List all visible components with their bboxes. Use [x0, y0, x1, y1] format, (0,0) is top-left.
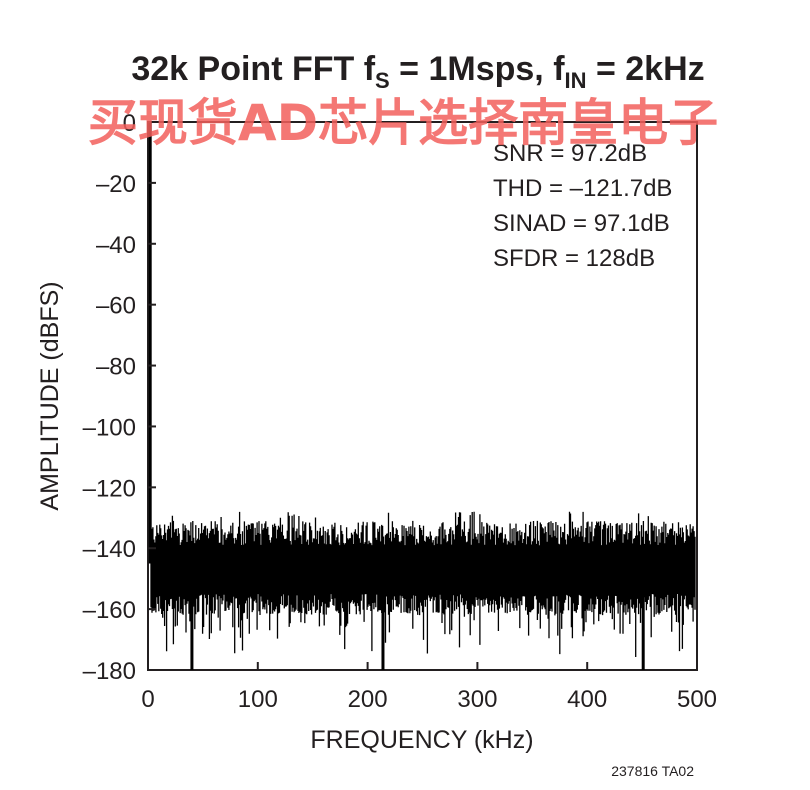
y-tick-label: –40	[96, 232, 136, 259]
y-tick-label: –140	[83, 536, 136, 563]
plot-area	[147, 121, 698, 671]
title-sub-s: S	[375, 68, 390, 93]
title-mid: = 1Msps, f	[390, 50, 565, 88]
title-sub-in: IN	[565, 68, 587, 93]
metrics-annotations: SNR = 97.2dB THD = –121.7dB SINAD = 97.1dB…	[493, 140, 672, 272]
y-tick-label: 0	[123, 110, 136, 137]
x-tick-label: 500	[677, 686, 717, 713]
x-tick-label: 0	[141, 686, 154, 713]
chart-title: 32k Point FFT fS = 1Msps, fIN = 2kHz	[131, 50, 704, 93]
y-tick-label: –100	[83, 414, 136, 441]
y-axis-ticks: 0 –20 –40 –60 –80 –100 –120 –140 –160 –180	[83, 110, 156, 685]
figure-code: 237816 TA02	[611, 763, 694, 779]
y-tick-label: –120	[83, 475, 136, 502]
y-tick-label: –80	[96, 354, 136, 381]
metric-annotation: THD = –121.7dB	[493, 175, 672, 202]
plot-frame	[147, 121, 698, 671]
noise-floor-trace	[150, 511, 696, 657]
x-axis-ticks: 0 100 200 300 400 500	[141, 662, 717, 713]
title-main: 32k Point FFT f	[131, 50, 375, 88]
y-axis-label: AMPLITUDE (dBFS)	[36, 281, 64, 510]
y-tick-label: –160	[83, 597, 136, 624]
metric-annotation: SINAD = 97.1dB	[493, 210, 670, 237]
y-tick-label: –180	[83, 658, 136, 685]
svg-text:32k Point FFT fS = 1Msps, fIN: 32k Point FFT fS = 1Msps, fIN = 2kHz	[131, 50, 704, 93]
metric-annotation: SFDR = 128dB	[493, 245, 655, 272]
x-tick-label: 400	[567, 686, 607, 713]
x-tick-label: 200	[348, 686, 388, 713]
y-tick-label: –20	[96, 171, 136, 198]
watermark-text: 买现货AD芯片选择南皇电子	[88, 94, 718, 152]
y-tick-label: –60	[96, 293, 136, 320]
x-tick-label: 300	[457, 686, 497, 713]
x-axis-label: FREQUENCY (kHz)	[310, 726, 533, 754]
noise-floor-series	[150, 511, 696, 670]
title-end: = 2kHz	[587, 50, 705, 88]
x-tick-label: 100	[238, 686, 278, 713]
metric-annotation: SNR = 97.2dB	[493, 140, 647, 167]
